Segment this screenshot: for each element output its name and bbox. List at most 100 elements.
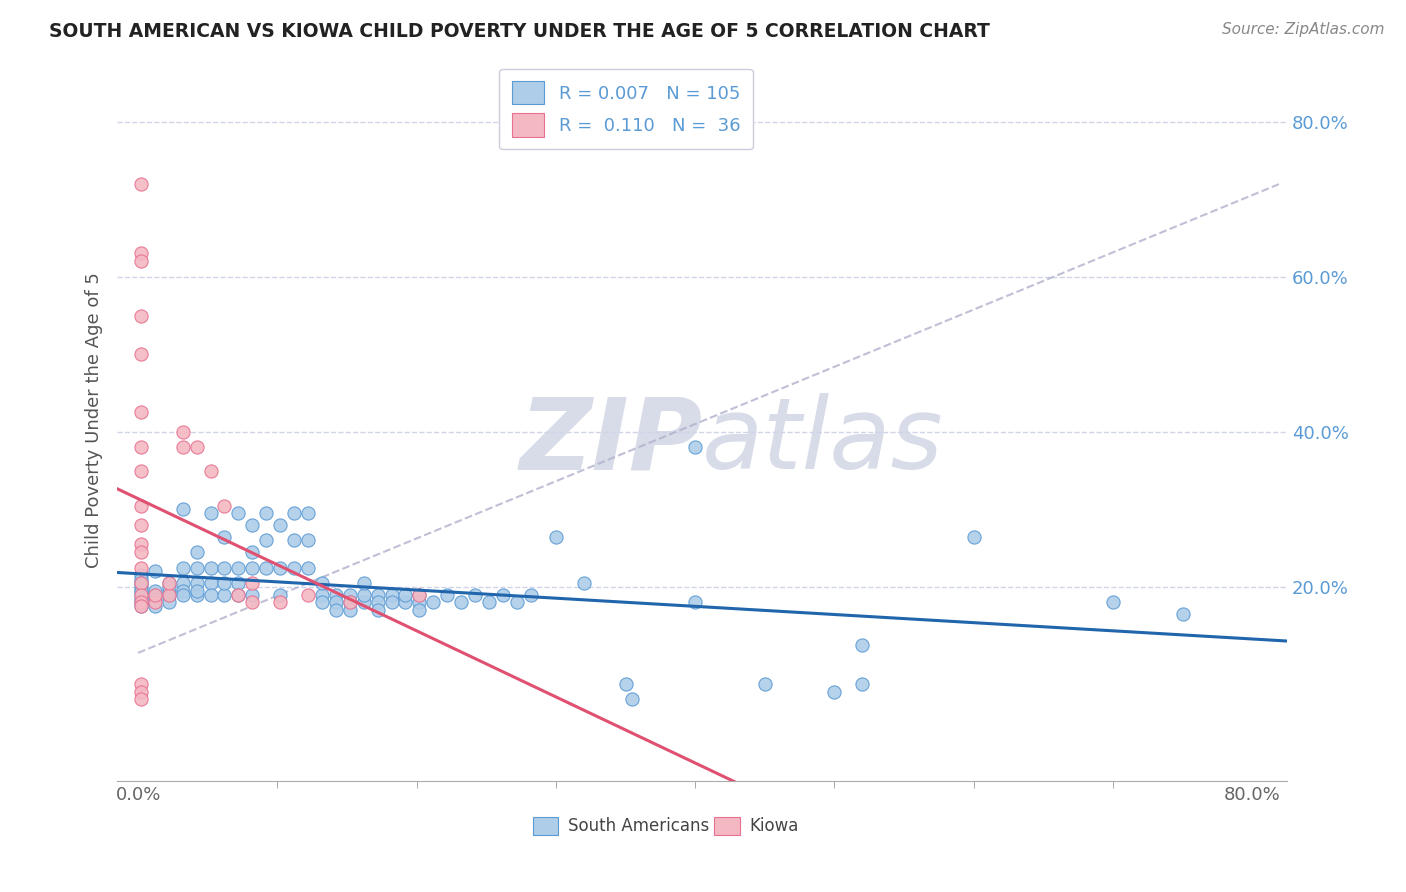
Point — [492, 588, 515, 602]
Point — [129, 545, 152, 559]
Bar — [714, 817, 740, 835]
Point — [297, 588, 319, 602]
Point — [200, 576, 222, 591]
Point — [129, 246, 152, 260]
Point — [157, 576, 180, 591]
Point — [143, 591, 166, 606]
Point — [367, 595, 389, 609]
Point — [143, 565, 166, 579]
Point — [186, 583, 208, 598]
Point — [186, 588, 208, 602]
Point — [129, 254, 152, 268]
Point — [129, 568, 152, 582]
Point — [520, 588, 543, 602]
Point — [143, 583, 166, 598]
Point — [339, 603, 361, 617]
Point — [380, 595, 402, 609]
Point — [157, 588, 180, 602]
Point — [214, 529, 236, 543]
Point — [269, 595, 291, 609]
Point — [311, 595, 333, 609]
Point — [129, 580, 152, 594]
Point — [394, 588, 416, 602]
Text: ZIP: ZIP — [519, 393, 702, 491]
Point — [339, 595, 361, 609]
Point — [572, 576, 595, 591]
Point — [325, 595, 347, 609]
Point — [129, 595, 152, 609]
Point — [254, 533, 277, 548]
Text: South Americans: South Americans — [568, 816, 709, 835]
Point — [506, 595, 529, 609]
Point — [353, 595, 375, 609]
Point — [422, 595, 444, 609]
Point — [478, 595, 501, 609]
Point — [129, 599, 152, 614]
Point — [851, 677, 873, 691]
Point — [394, 595, 416, 609]
Point — [172, 576, 194, 591]
Point — [408, 595, 430, 609]
Point — [240, 545, 263, 559]
Point — [408, 588, 430, 602]
Point — [129, 588, 152, 602]
Point — [129, 677, 152, 691]
Point — [172, 441, 194, 455]
Text: SOUTH AMERICAN VS KIOWA CHILD POVERTY UNDER THE AGE OF 5 CORRELATION CHART: SOUTH AMERICAN VS KIOWA CHILD POVERTY UN… — [49, 22, 990, 41]
Point — [339, 595, 361, 609]
Point — [254, 506, 277, 520]
Point — [129, 576, 152, 591]
Point — [172, 502, 194, 516]
Point — [172, 425, 194, 439]
Point — [353, 576, 375, 591]
Point — [186, 576, 208, 591]
Point — [311, 588, 333, 602]
Point — [228, 576, 250, 591]
Bar — [533, 817, 558, 835]
Point — [297, 506, 319, 520]
Point — [683, 441, 706, 455]
Point — [186, 545, 208, 559]
Point — [544, 529, 567, 543]
Point — [269, 560, 291, 574]
Point — [157, 595, 180, 609]
Point — [129, 441, 152, 455]
Point — [283, 506, 305, 520]
Point — [129, 599, 152, 614]
Point — [269, 588, 291, 602]
Point — [129, 560, 152, 574]
Point — [408, 588, 430, 602]
Point — [283, 560, 305, 574]
Point — [214, 560, 236, 574]
Point — [157, 576, 180, 591]
Point — [754, 677, 776, 691]
Point — [143, 599, 166, 614]
Point — [228, 588, 250, 602]
Point — [129, 684, 152, 698]
Point — [129, 583, 152, 598]
Point — [269, 517, 291, 532]
Point — [129, 583, 152, 598]
Point — [129, 405, 152, 419]
Point — [683, 595, 706, 609]
Point — [240, 595, 263, 609]
Point — [129, 464, 152, 478]
Point — [186, 560, 208, 574]
Point — [157, 580, 180, 594]
Point — [129, 309, 152, 323]
Point — [157, 588, 180, 602]
Y-axis label: Child Poverty Under the Age of 5: Child Poverty Under the Age of 5 — [86, 272, 103, 568]
Point — [240, 560, 263, 574]
Point — [450, 595, 472, 609]
Point — [214, 576, 236, 591]
Point — [311, 576, 333, 591]
Point — [297, 560, 319, 574]
Point — [297, 533, 319, 548]
Point — [228, 560, 250, 574]
Text: Kiowa: Kiowa — [749, 816, 799, 835]
Point — [143, 595, 166, 609]
Point — [963, 529, 986, 543]
Point — [614, 677, 637, 691]
Point — [129, 517, 152, 532]
Point — [621, 692, 644, 706]
